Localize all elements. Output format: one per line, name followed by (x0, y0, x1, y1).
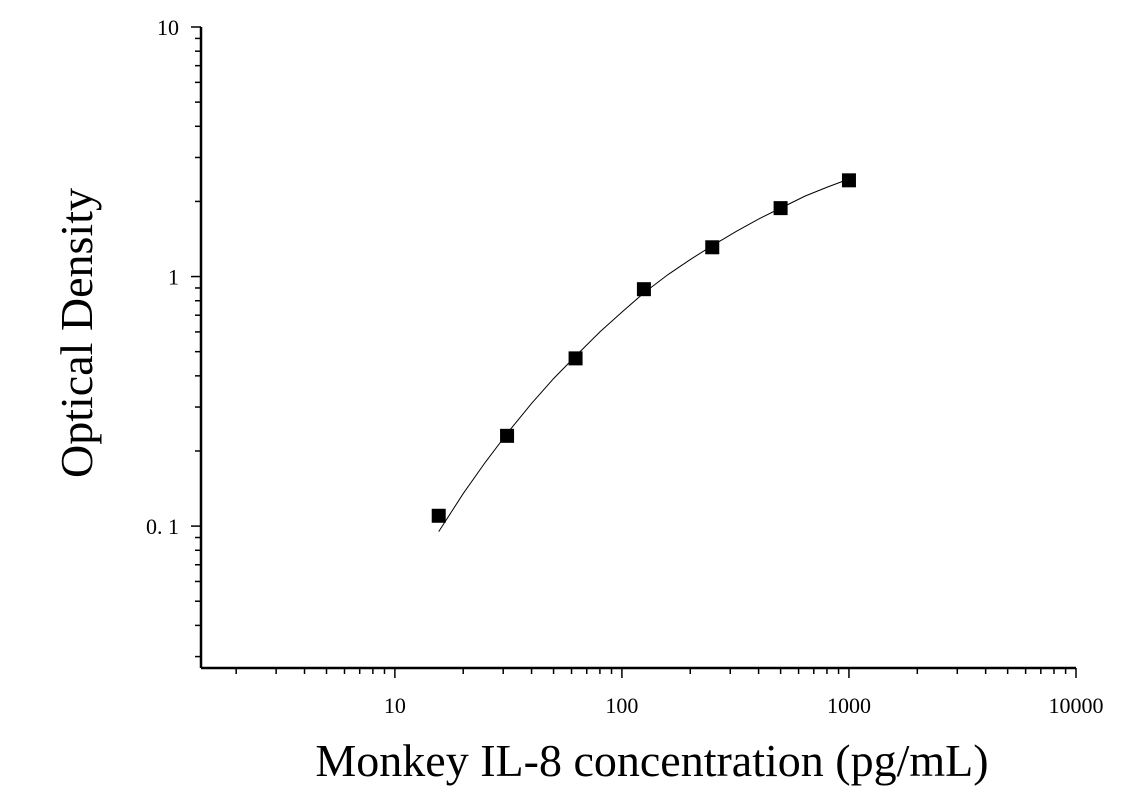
y-tick-label: 0. 1 (146, 514, 179, 539)
y-axis-title: Optical Density (51, 188, 102, 478)
data-point (705, 240, 720, 255)
axes: 10 100 1000 10000 0. 1 1 10 (146, 15, 1104, 718)
y-tick-label: 1 (168, 265, 179, 290)
x-axis-title: Monkey IL-8 concentration (pg/mL) (315, 735, 988, 786)
data-point (500, 428, 515, 443)
fit-curve-layer (438, 178, 850, 532)
fit-curve (438, 178, 850, 532)
data-points (431, 173, 856, 523)
x-tick-label: 1000 (827, 693, 871, 718)
y-tick-label: 10 (157, 15, 179, 40)
x-tick-label: 100 (605, 693, 638, 718)
data-point (568, 351, 583, 366)
data-point (773, 201, 788, 216)
data-point (431, 508, 446, 523)
data-point (841, 173, 856, 188)
x-tick-label: 10 (384, 693, 406, 718)
data-point (636, 282, 651, 297)
x-tick-label: 10000 (1049, 693, 1104, 718)
